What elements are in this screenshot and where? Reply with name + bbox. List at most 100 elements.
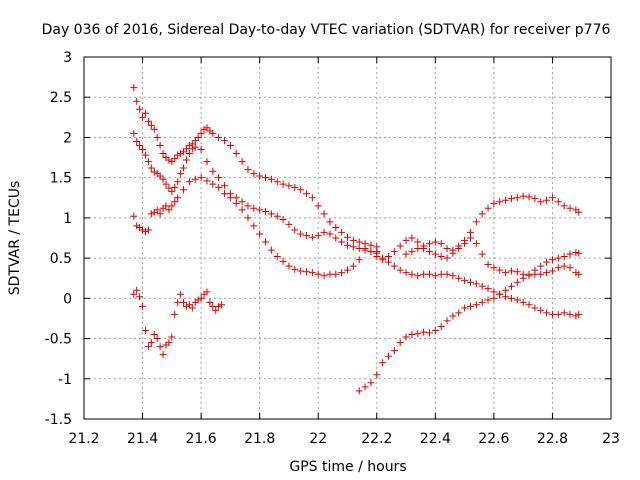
data-point xyxy=(200,125,208,133)
data-point xyxy=(238,198,246,206)
data-point xyxy=(455,242,463,250)
y-tick-label: -1 xyxy=(58,372,72,388)
data-point xyxy=(472,218,480,226)
data-point xyxy=(144,226,152,234)
y-tick-label: 1.5 xyxy=(50,171,72,187)
data-point xyxy=(373,371,381,379)
data-point xyxy=(144,117,152,125)
data-point xyxy=(150,168,158,176)
data-point xyxy=(344,266,351,274)
data-point xyxy=(141,327,149,335)
x-tick-label: 22.2 xyxy=(361,431,392,447)
data-point xyxy=(414,330,422,338)
data-point xyxy=(147,210,155,218)
data-point xyxy=(221,190,229,198)
data-point xyxy=(478,250,486,258)
data-point xyxy=(548,267,556,275)
data-point xyxy=(466,228,474,236)
data-point xyxy=(437,240,445,248)
data-point xyxy=(575,208,583,216)
data-point xyxy=(141,228,149,236)
data-point xyxy=(531,270,539,278)
data-point xyxy=(525,193,533,201)
x-tick-label: 22 xyxy=(309,431,327,447)
data-point xyxy=(159,175,167,183)
data-point xyxy=(496,290,504,298)
data-point xyxy=(443,244,451,252)
data-point xyxy=(402,333,410,341)
data-point xyxy=(215,183,223,191)
data-point xyxy=(396,242,404,250)
data-point xyxy=(209,167,217,175)
data-point xyxy=(162,180,170,188)
data-point xyxy=(566,264,574,272)
data-point xyxy=(425,240,433,248)
data-point xyxy=(513,194,521,202)
data-point xyxy=(182,302,190,310)
x-tick-label: 21.4 xyxy=(127,431,158,447)
data-point xyxy=(153,335,161,343)
data-point xyxy=(554,264,562,272)
data-point xyxy=(250,204,258,212)
data-point xyxy=(291,265,299,273)
data-point xyxy=(367,379,375,387)
data-point xyxy=(303,190,311,198)
data-point xyxy=(130,129,138,137)
data-point xyxy=(548,256,556,264)
data-point xyxy=(443,270,451,278)
data-point xyxy=(572,248,580,256)
data-point xyxy=(197,129,205,137)
data-point xyxy=(144,158,152,166)
data-point xyxy=(150,125,158,133)
data-point xyxy=(373,248,381,256)
data-point xyxy=(133,286,141,294)
data-point xyxy=(537,262,545,270)
data-point xyxy=(203,124,211,132)
data-point xyxy=(250,222,258,230)
x-axis-label: GPS time / hours xyxy=(289,459,406,475)
data-point xyxy=(262,207,270,215)
data-point xyxy=(560,262,568,270)
data-point xyxy=(402,236,410,244)
data-point xyxy=(244,202,252,210)
data-point xyxy=(215,174,223,182)
data-point xyxy=(496,198,504,206)
data-point xyxy=(575,270,583,278)
data-point xyxy=(425,270,433,278)
data-point xyxy=(285,220,293,228)
data-point xyxy=(543,309,551,317)
data-point xyxy=(443,317,451,325)
y-tick-label: -0.5 xyxy=(45,332,72,348)
data-point xyxy=(256,206,264,214)
data-point xyxy=(139,146,147,154)
data-point xyxy=(338,238,346,246)
data-point xyxy=(180,186,188,194)
data-point xyxy=(244,166,252,174)
data-point xyxy=(326,230,334,238)
data-point xyxy=(408,331,416,339)
data-point xyxy=(226,194,234,202)
data-point xyxy=(431,238,439,246)
data-point xyxy=(185,141,193,149)
data-point xyxy=(478,210,486,218)
data-point xyxy=(256,230,264,238)
data-point xyxy=(414,272,422,280)
data-point xyxy=(168,187,176,195)
data-point xyxy=(326,218,334,226)
data-point xyxy=(554,198,562,206)
x-axis-ticks: 21.2 21.4 21.6 21.8 22 22.2 22.4 22.6 22.8 23 xyxy=(68,57,620,447)
data-point xyxy=(490,294,498,302)
data-point xyxy=(349,262,357,270)
data-point xyxy=(425,248,433,256)
data-point xyxy=(156,343,164,351)
data-point xyxy=(525,301,533,309)
data-point xyxy=(466,278,474,286)
data-point xyxy=(130,290,138,298)
data-point xyxy=(519,270,527,278)
data-point xyxy=(174,151,182,159)
x-tick-label: 21.2 xyxy=(68,431,99,447)
data-point xyxy=(572,269,580,277)
data-point xyxy=(285,262,293,270)
data-point xyxy=(507,282,515,290)
y-tick-label: 3 xyxy=(63,50,72,66)
